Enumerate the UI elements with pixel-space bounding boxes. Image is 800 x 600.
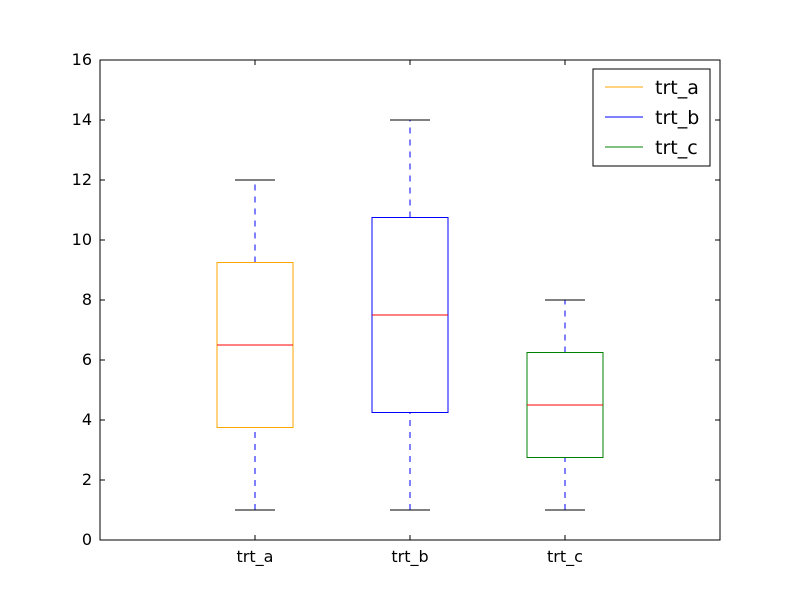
y-tick-label: 16 — [72, 50, 92, 69]
axes: 0 2 4 6 8 10 12 14 16 trt_a trt_b trt_c — [72, 50, 721, 567]
y-tick-label: 10 — [72, 230, 92, 249]
y-tick-label: 2 — [82, 470, 92, 489]
y-tick-label: 0 — [82, 530, 92, 549]
legend-label: trt_b — [655, 107, 699, 129]
y-tick-label: 6 — [82, 350, 92, 369]
y-tick-label: 14 — [72, 110, 92, 129]
box-trt_a — [216, 179, 294, 511]
x-tick-label: trt_b — [391, 547, 428, 567]
legend-label: trt_c — [655, 137, 698, 159]
x-tick-label: trt_c — [547, 547, 583, 567]
plot-area — [216, 119, 604, 511]
y-tick-label: 12 — [72, 170, 92, 189]
box-trt_b — [371, 119, 449, 511]
y-tick-label: 4 — [82, 410, 92, 429]
x-tick-label: trt_a — [237, 547, 274, 567]
legend-label: trt_a — [655, 77, 699, 99]
y-tick-label: 8 — [82, 290, 92, 309]
box-trt_c — [526, 299, 604, 511]
legend: trt_a trt_b trt_c — [592, 68, 711, 167]
